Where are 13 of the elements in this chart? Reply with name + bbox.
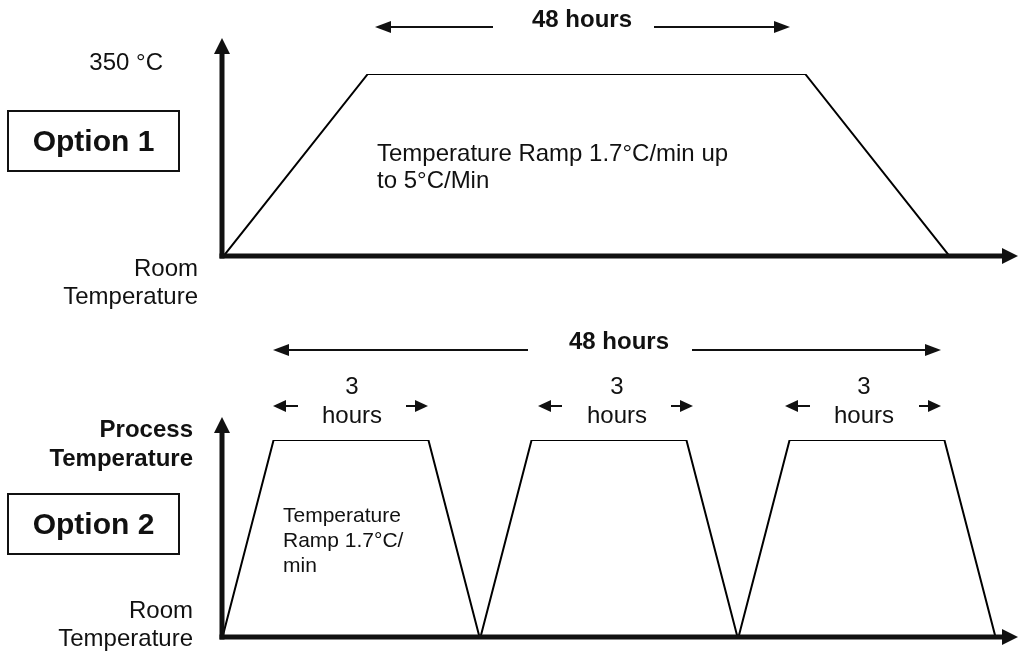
annotation: Temperature Ramp 1.7°C/min up to 5°C/Min — [377, 139, 730, 193]
text: 350 °C — [88, 48, 163, 76]
text: 48 hours — [531, 5, 633, 33]
text-frame: Option 2 — [7, 493, 180, 555]
text: Room Temperature — [62, 254, 198, 310]
text: 3 hours — [832, 371, 895, 429]
text-frame: Option 1 — [7, 110, 180, 172]
text: Room Temperature — [57, 596, 193, 652]
text: 48 hours — [568, 327, 670, 355]
text: 3 hours — [320, 371, 383, 429]
text: Process Temperature — [48, 414, 193, 472]
annotation: Temperature Ramp 1.7°C/ min — [283, 502, 405, 577]
text: 3 hours — [585, 371, 648, 429]
